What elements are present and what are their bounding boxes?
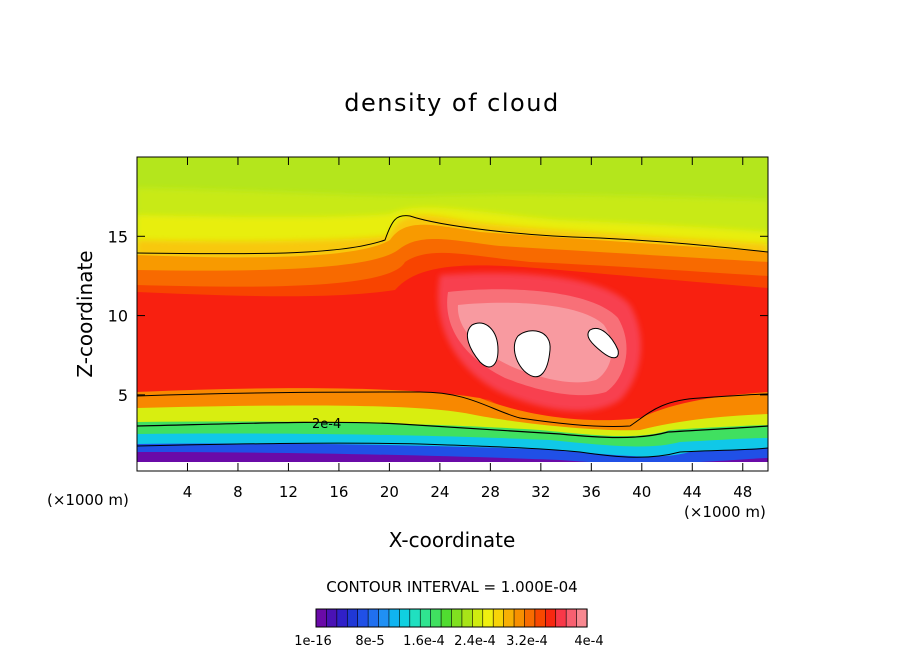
colorbar-tick-label: 1.6e-4 xyxy=(403,634,445,649)
contour-2e-4 xyxy=(137,421,768,439)
colorbar xyxy=(315,608,588,628)
colorbar-tick-label: 1e-16 xyxy=(294,634,332,649)
colorbar-swatch xyxy=(482,608,494,628)
colorbar-swatch xyxy=(461,608,473,628)
colorbar-swatch xyxy=(409,608,421,628)
contour-low xyxy=(137,442,768,458)
x-axis-label: X-coordinate xyxy=(389,528,516,552)
x-tick-label: 12 xyxy=(279,483,298,501)
contour-interval-text: CONTOUR INTERVAL = 1.000E-04 xyxy=(326,578,577,596)
colorbar-swatch xyxy=(513,608,526,628)
y-tick-label: 5 xyxy=(118,386,128,405)
core-hole-1 xyxy=(467,322,499,368)
colorbar-swatch xyxy=(534,608,546,628)
colorbar-swatch xyxy=(503,608,515,628)
colorbar-swatch xyxy=(545,608,557,628)
x-tick-label: 32 xyxy=(531,483,550,501)
colorbar-swatch xyxy=(576,608,588,628)
x-tick-label: 36 xyxy=(582,483,601,501)
colorbar-swatch xyxy=(315,608,328,628)
x-tick-label: 4 xyxy=(183,483,193,501)
x-tick-label: 48 xyxy=(733,483,752,501)
x-tick-label: 28 xyxy=(481,483,500,501)
colorbar-tick-label: 2.4e-4 xyxy=(454,634,496,649)
band-ground-white xyxy=(137,462,768,471)
chart-title: density of cloud xyxy=(344,89,559,117)
colorbar-swatch xyxy=(346,608,359,628)
colorbar-swatch xyxy=(451,608,463,628)
colorbar-swatch xyxy=(440,608,453,628)
y-tick-label: 10 xyxy=(108,307,128,326)
colorbar-swatch xyxy=(472,608,484,628)
colorbar-swatch xyxy=(326,608,338,628)
plot-frame xyxy=(136,156,769,472)
x-tick-label: 24 xyxy=(430,483,449,501)
colorbar-swatch xyxy=(565,608,578,628)
x-tick-label: 16 xyxy=(329,483,348,501)
x-tick-label: 44 xyxy=(683,483,702,501)
y-axis: 5 10 15 xyxy=(108,227,768,405)
colorbar-swatch xyxy=(524,608,536,628)
x-unit-left: (×1000 m) xyxy=(47,491,129,509)
x-tick-label: 20 xyxy=(380,483,399,501)
colorbar-tick-labels: 1e-16 8e-5 1.6e-4 2.4e-4 3.2e-4 4e-4 xyxy=(294,634,603,649)
y-tick-label: 15 xyxy=(108,227,128,246)
colorbar-swatch xyxy=(430,608,442,628)
colorbar-swatch xyxy=(419,608,432,628)
colorbar-swatch xyxy=(399,608,411,628)
colorbar-swatch xyxy=(378,608,390,628)
core-hole-3 xyxy=(587,328,619,359)
x-tick-label: 8 xyxy=(233,483,243,501)
colorbar-swatch xyxy=(336,608,348,628)
colorbar-swatch xyxy=(555,608,567,628)
contour-label: 2e-4 xyxy=(312,417,341,432)
contour-upper xyxy=(137,215,768,255)
colorbar-frame xyxy=(315,608,588,628)
colorbar-tick-label: 4e-4 xyxy=(574,634,603,649)
x-unit-right: (×1000 m) xyxy=(684,503,766,521)
y-axis-label: Z-coordinate xyxy=(73,250,97,377)
contour-mid xyxy=(137,391,768,428)
colorbar-tick-label: 3.2e-4 xyxy=(506,634,548,649)
colorbar-swatch xyxy=(357,608,369,628)
colorbar-swatch xyxy=(388,608,400,628)
x-tick-label: 40 xyxy=(632,483,651,501)
colorbar-tick-label: 8e-5 xyxy=(355,634,384,649)
plot-area xyxy=(137,157,768,471)
x-axis: 4 8 12 16 20 24 28 32 36 40 44 48 xyxy=(183,157,752,501)
colorbar-swatch xyxy=(367,608,380,628)
colorbar-swatch xyxy=(492,608,505,628)
core-hole-2 xyxy=(513,330,551,378)
